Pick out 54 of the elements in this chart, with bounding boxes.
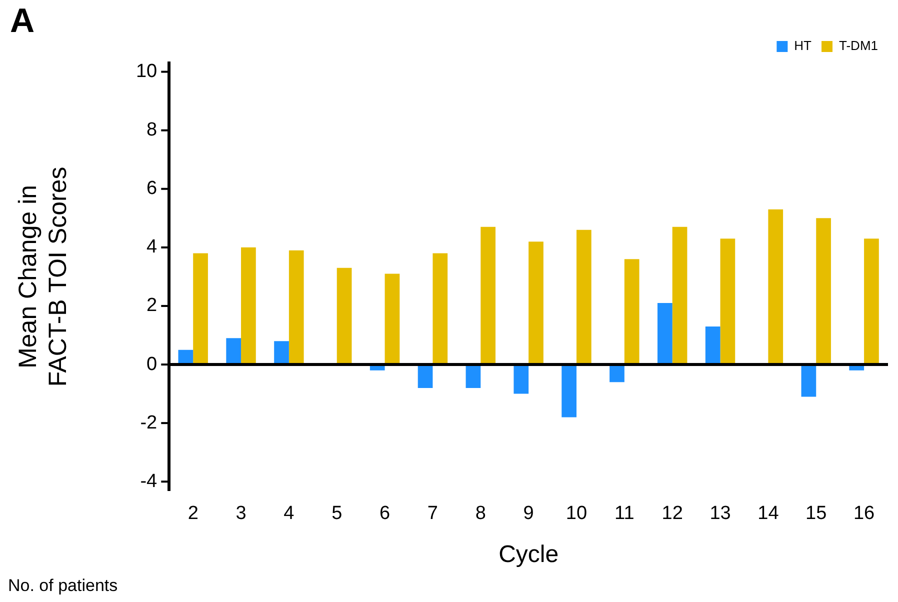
bar: [672, 226, 688, 365]
x-tick-label: 9: [523, 503, 534, 524]
legend-label: HT: [794, 38, 812, 54]
y-tick-label: 8: [146, 120, 158, 141]
bar: [336, 268, 352, 365]
chart-title: A: [10, 2, 35, 41]
x-tick-label: 14: [758, 503, 780, 524]
bar: [816, 218, 831, 365]
x-tick-label: 4: [284, 503, 295, 524]
x-tick-label: 10: [566, 503, 588, 524]
y-tick-label: 6: [146, 178, 158, 200]
x-tick-label: 3: [236, 503, 246, 524]
x-tick-label: 7: [427, 503, 438, 524]
bar: [193, 253, 208, 365]
bar: [241, 247, 256, 365]
y-tick-label: -2: [140, 412, 158, 434]
x-tick-label: 5: [332, 503, 342, 524]
bar: [705, 326, 720, 365]
bar: [720, 238, 736, 365]
bar: [562, 364, 576, 418]
x-tick-label: 6: [380, 503, 390, 524]
y-tick-label: 4: [146, 236, 158, 258]
y-tick-label: 10: [136, 61, 158, 82]
text: No. of patients: [8, 576, 118, 596]
bar: [576, 230, 592, 365]
y-tick-label: 2: [146, 295, 158, 316]
bar: [288, 250, 304, 365]
bar: [418, 364, 433, 388]
bar: [514, 364, 529, 394]
y-tick-label: 0: [146, 354, 158, 375]
x-tick-label: 2: [188, 503, 198, 524]
x-tick-label: 12: [662, 503, 683, 524]
bar: [801, 364, 816, 397]
bar: [768, 209, 784, 365]
bar: [226, 338, 242, 365]
bar: [274, 341, 289, 365]
x-tick-label: 16: [853, 503, 875, 524]
bar: [657, 303, 672, 365]
bar: [624, 259, 640, 365]
bar: [466, 364, 481, 388]
bar: [480, 226, 496, 365]
bar: [384, 274, 400, 365]
x-axis-title: Cycle: [498, 541, 559, 568]
bar: [864, 238, 879, 365]
y-axis-title: Mean Change in FACT-B TOI Scores: [14, 166, 72, 387]
y-tick-label: -4: [140, 470, 158, 492]
x-tick-label: 15: [806, 503, 827, 524]
x-tick-label: 13: [710, 503, 731, 524]
legend-label: T-DM1: [839, 38, 878, 54]
x-tick-label: 11: [614, 503, 634, 524]
bar: [610, 364, 624, 382]
bar: [432, 253, 448, 365]
x-tick-label: 8: [475, 503, 486, 524]
bar: [528, 242, 544, 365]
